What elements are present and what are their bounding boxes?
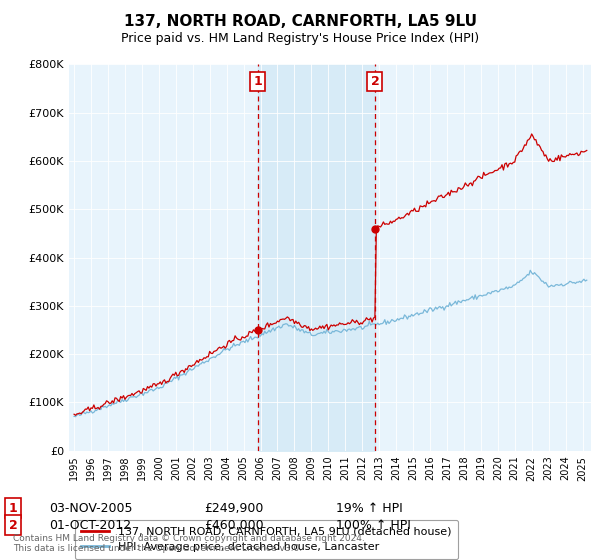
Text: Contains HM Land Registry data © Crown copyright and database right 2024.
This d: Contains HM Land Registry data © Crown c… [13, 534, 365, 553]
Text: Price paid vs. HM Land Registry's House Price Index (HPI): Price paid vs. HM Land Registry's House … [121, 32, 479, 45]
Text: 03-NOV-2005: 03-NOV-2005 [49, 502, 133, 515]
Text: 2: 2 [371, 75, 379, 88]
Text: 2: 2 [9, 519, 17, 532]
Text: £460,000: £460,000 [204, 519, 263, 532]
Text: 100% ↑ HPI: 100% ↑ HPI [336, 519, 411, 532]
Text: 137, NORTH ROAD, CARNFORTH, LA5 9LU: 137, NORTH ROAD, CARNFORTH, LA5 9LU [124, 14, 476, 29]
Text: £249,900: £249,900 [204, 502, 263, 515]
Text: 01-OCT-2012: 01-OCT-2012 [49, 519, 131, 532]
Text: 19% ↑ HPI: 19% ↑ HPI [336, 502, 403, 515]
Legend: 137, NORTH ROAD, CARNFORTH, LA5 9LU (detached house), HPI: Average price, detach: 137, NORTH ROAD, CARNFORTH, LA5 9LU (det… [74, 520, 458, 559]
Text: 1: 1 [253, 75, 262, 88]
Text: 1: 1 [9, 502, 17, 515]
